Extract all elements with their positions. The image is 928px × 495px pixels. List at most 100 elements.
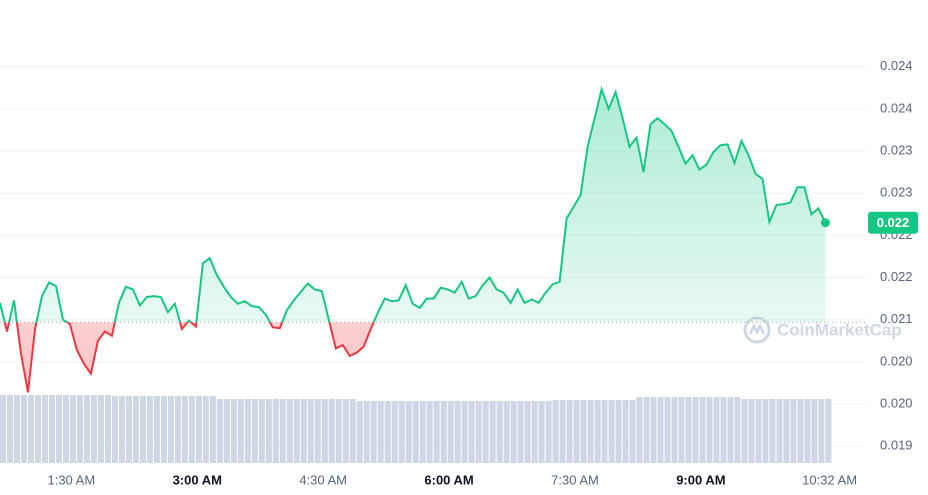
price-badge-label: 0.022	[877, 215, 910, 230]
volume-bar	[566, 400, 573, 463]
volume-bar	[587, 400, 594, 463]
volume-bar	[62, 395, 69, 463]
price-line-up	[0, 86, 827, 323]
volume-bar	[496, 401, 503, 463]
volume-bar	[447, 401, 454, 463]
volume-bar	[13, 395, 20, 463]
x-tick-label: 1:30 AM	[47, 472, 95, 487]
volume-bar	[601, 400, 608, 463]
volume-bar	[34, 395, 41, 463]
last-point	[820, 218, 830, 228]
volume-bar	[552, 400, 559, 463]
volume-bar	[272, 399, 279, 463]
volume-bar	[391, 401, 398, 463]
volume-bar	[153, 396, 160, 463]
volume-bar	[279, 399, 286, 463]
volume-bar	[286, 399, 293, 463]
y-tick-label: 0.019	[880, 438, 913, 453]
volume-bar	[503, 401, 510, 463]
x-tick-label: 4:30 AM	[299, 472, 347, 487]
volume-bar	[48, 395, 55, 463]
volume-bar	[97, 395, 104, 463]
volume-bar	[216, 399, 223, 463]
watermark-text: CoinMarketCap	[777, 320, 902, 339]
volume-bar	[692, 397, 699, 463]
volume-bar	[685, 397, 692, 463]
volume-bar	[83, 395, 90, 463]
volume-bar	[713, 397, 720, 463]
volume-bar	[349, 399, 356, 463]
volume-bar	[461, 401, 468, 463]
volume-bar	[146, 396, 153, 463]
volume-bar	[636, 397, 643, 463]
volume-bar	[300, 399, 307, 463]
volume-bar	[160, 396, 167, 463]
volume-bar	[230, 399, 237, 463]
x-tick-label: 10:32 AM	[802, 472, 857, 487]
volume-bar	[55, 395, 62, 463]
volume-bar	[202, 396, 209, 463]
y-tick-label: 0.024	[880, 100, 913, 115]
volume-bar	[6, 395, 13, 463]
x-tick-label: 3:00 AM	[173, 472, 222, 487]
volume-bar	[321, 399, 328, 463]
volume-bar	[342, 399, 349, 463]
volume-bar	[195, 396, 202, 463]
volume-bar	[377, 401, 384, 463]
volume-bar	[580, 400, 587, 463]
volume-bar	[167, 396, 174, 463]
price-badge	[868, 211, 918, 234]
volume-bar	[412, 401, 419, 463]
volume-bar	[783, 399, 790, 463]
volume-bar	[573, 400, 580, 463]
volume-bar	[139, 396, 146, 463]
volume-bar	[41, 395, 48, 463]
volume-bar	[531, 401, 538, 463]
volume-bar	[706, 397, 713, 463]
volume-bar	[748, 399, 755, 463]
volume-bar	[741, 399, 748, 463]
volume-bar	[524, 401, 531, 463]
volume-bar	[454, 401, 461, 463]
volume-bar	[734, 397, 741, 463]
volume-bar	[293, 399, 300, 463]
volume-bar	[419, 401, 426, 463]
volume-bar	[188, 396, 195, 463]
volume-bar	[405, 401, 412, 463]
volume-bar	[482, 401, 489, 463]
area-up	[0, 89, 826, 323]
volume-bar	[258, 399, 265, 463]
volume-bar	[769, 399, 776, 463]
volume-bar	[223, 399, 230, 463]
area-down	[0, 322, 826, 393]
volume-bar	[104, 395, 111, 463]
volume-bar	[118, 396, 125, 463]
volume-bar	[657, 397, 664, 463]
volume-bar	[314, 399, 321, 463]
volume-bar	[755, 399, 762, 463]
volume-bar	[559, 400, 566, 463]
y-tick-label: 0.023	[880, 185, 913, 200]
volume-bar	[622, 400, 629, 463]
volume-bar	[615, 400, 622, 463]
volume-bar	[132, 396, 139, 463]
volume-bar	[790, 399, 797, 463]
volume-bar	[468, 401, 475, 463]
volume-bar	[804, 399, 811, 463]
volume-bar	[594, 400, 601, 463]
volume-bar	[125, 396, 132, 463]
volume-bar	[363, 401, 370, 463]
y-tick-label: 0.024	[880, 58, 913, 73]
y-tick-label: 0.023	[880, 142, 913, 157]
volume-bar	[440, 401, 447, 463]
y-tick-label: 0.020	[880, 353, 913, 368]
volume-bar	[538, 401, 545, 463]
volume-bar	[384, 401, 391, 463]
volume-bar	[727, 397, 734, 463]
volume-bar	[174, 396, 181, 463]
volume-bar	[76, 395, 83, 463]
volume-bar	[27, 395, 34, 463]
volume-bar	[90, 395, 97, 463]
volume-bar	[545, 401, 552, 463]
